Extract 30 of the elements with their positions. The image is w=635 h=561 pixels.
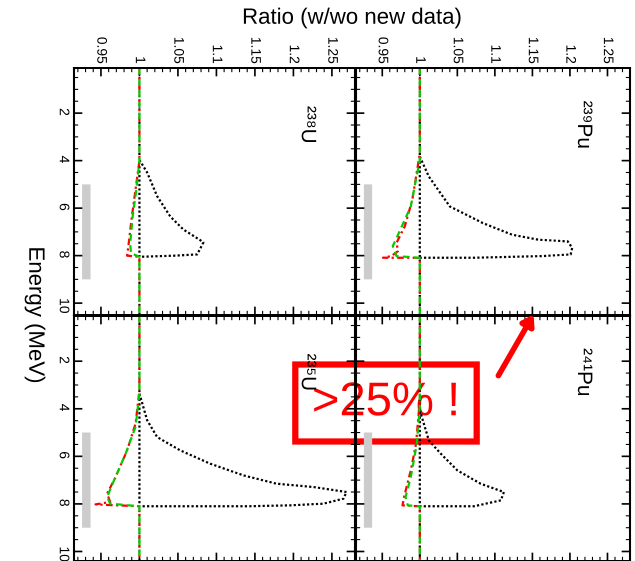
- text: ²³⁸U: [302, 106, 316, 142]
- x-axis-title: Ratio (w/wo new data): [244, 8, 461, 28]
- x-tick-label: 1.2: [290, 46, 300, 64]
- y-tick-label: 10: [60, 548, 70, 561]
- y-tick-label: 4: [60, 404, 70, 412]
- x-tick-label: 1.05: [454, 38, 464, 64]
- x-tick-label: 1.05: [174, 38, 184, 64]
- y-tick-label: 6: [60, 204, 70, 210]
- x-tick-label: 1.2: [566, 46, 576, 64]
- x-tick-label: 1: [136, 57, 146, 64]
- y-tick-label: 8: [60, 251, 70, 258]
- x-tick-label: 1.15: [251, 38, 261, 64]
- y-tick-label: 6: [60, 452, 70, 458]
- x-tick-label: 1.1: [491, 46, 501, 64]
- x-tick-label: 1.1: [212, 46, 222, 64]
- y-axis-title: Energy (MeV): [24, 248, 46, 382]
- y-tick-label: 4: [60, 156, 70, 163]
- text: ²³⁹Pu: [578, 101, 592, 148]
- x-tick-label: 0.95: [378, 37, 388, 64]
- y-tick-label: 2: [60, 108, 70, 116]
- y-tick-label: 10: [60, 299, 70, 313]
- text: ²³⁵U: [302, 354, 316, 390]
- y-tick-label: 2: [60, 356, 70, 364]
- x-tick-label: 1: [416, 57, 426, 64]
- text: ²⁴¹Pu: [578, 348, 592, 396]
- y-tick-label: 8: [60, 499, 70, 506]
- x-tick-label: 1.15: [528, 38, 538, 64]
- x-tick-label: 1.25: [604, 38, 614, 64]
- x-tick-label: 1.25: [328, 38, 338, 64]
- x-tick-label: 0.95: [97, 37, 108, 64]
